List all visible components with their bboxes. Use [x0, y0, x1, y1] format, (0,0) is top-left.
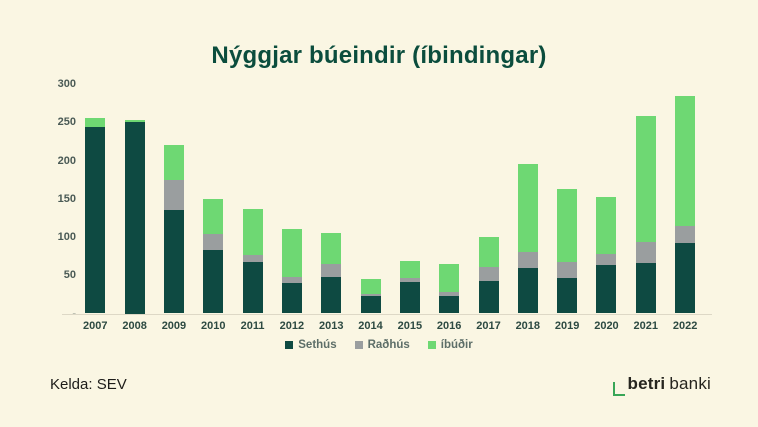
x-axis-label: 2022: [672, 319, 698, 332]
x-axis-label: 2009: [161, 319, 187, 332]
bar-segment-íbúðir: [439, 263, 460, 293]
bar-segment-raðhús: [635, 242, 656, 263]
bar-segment-íbúðir: [478, 237, 499, 267]
x-axis-label: 2018: [515, 319, 541, 332]
bar-segment-sethús: [635, 263, 656, 314]
bar-segment-íbúðir: [321, 233, 342, 264]
bar-segment-íbúðir: [281, 229, 302, 277]
legend-swatch-icon: [427, 341, 436, 349]
bar-segment-íbúðir: [163, 145, 184, 181]
legend: Sethús Raðhús íbúðir: [0, 339, 758, 351]
x-axis-label: 2020: [594, 319, 619, 332]
bar-segment-íbúðir: [399, 261, 420, 279]
bar-segment-íbúðir: [85, 117, 106, 127]
x-axis-label: 2014: [358, 319, 383, 332]
legend-item-íbúðir: íbúðir: [427, 339, 473, 351]
x-axis-label: 2013: [318, 319, 344, 332]
y-axis-tick: 50: [63, 269, 76, 282]
bar-segment-raðhús: [596, 253, 617, 265]
bar-segment-sethús: [163, 210, 184, 314]
legend-item-raðhús: Raðhús: [354, 339, 410, 351]
x-axis-label: 2017: [476, 319, 501, 332]
bar-segment-sethús: [596, 264, 617, 314]
bar-segment-sethús: [321, 276, 342, 314]
bar-segment-sethús: [85, 126, 106, 314]
bar-segment-íbúðir: [242, 209, 263, 255]
bar-segment-raðhús: [675, 225, 696, 244]
y-axis-tick: 200: [57, 154, 76, 167]
bar-segment-sethús: [517, 268, 538, 314]
legend-label: Raðhús: [367, 339, 410, 351]
bar-segment-raðhús: [439, 292, 460, 296]
bar-segment-íbúðir: [635, 116, 656, 243]
bar-segment-sethús: [360, 295, 381, 314]
bar-segment-raðhús: [163, 180, 184, 211]
bar-segment-raðhús: [203, 233, 224, 250]
bar-segment-raðhús: [281, 276, 302, 283]
legend-label: Sethús: [298, 339, 337, 351]
y-axis-tick: 300: [57, 78, 76, 90]
x-axis-label: 2011: [240, 319, 265, 332]
bar-segment-raðhús: [557, 262, 578, 278]
x-axis-label: 2021: [633, 319, 658, 332]
bar-segment-sethús: [478, 280, 499, 314]
bar-segment-sethús: [557, 277, 578, 314]
logo-corner-bracket-icon: [612, 382, 625, 396]
x-axis-line: [62, 313, 712, 315]
x-axis-label: 2012: [279, 319, 305, 332]
bar-segment-raðhús: [399, 278, 420, 283]
x-axis-label: 2019: [554, 319, 580, 332]
bar-segment-sethús: [242, 262, 263, 314]
logo-text-bold: betri: [627, 374, 666, 393]
bar-segment-raðhús: [242, 254, 263, 263]
bar-segment-raðhús: [360, 293, 381, 296]
chart-title: Nýggjar búeindir (íbindingar): [211, 42, 547, 69]
logo-text-regular: banki: [669, 374, 711, 393]
bar-segment-sethús: [399, 282, 420, 314]
bar-segment-raðhús: [478, 266, 499, 281]
legend-swatch-icon: [354, 341, 363, 349]
y-axis-tick: 250: [57, 116, 76, 129]
bar-segment-sethús: [439, 295, 460, 314]
bar-segment-raðhús: [321, 263, 342, 277]
bar-segment-íbúðir: [124, 119, 145, 123]
bar-segment-íbúðir: [517, 164, 538, 253]
bar-segment-íbúðir: [203, 198, 224, 234]
x-axis-label: 2010: [201, 319, 226, 332]
y-axis-tick: 150: [57, 192, 76, 205]
bar-segment-sethús: [675, 243, 696, 314]
x-axis-label: 2015: [397, 319, 423, 332]
bar-segment-sethús: [203, 250, 224, 314]
legend-item-sethús: Sethús: [285, 339, 337, 351]
legend-label: íbúðir: [440, 339, 473, 351]
bar-segment-íbúðir: [557, 188, 578, 263]
x-axis-label: 2007: [83, 319, 108, 332]
bar-segment-sethús: [124, 122, 145, 314]
betri-banki-logo: betri banki: [612, 374, 711, 396]
x-axis-label: 2008: [122, 319, 147, 332]
bar-segment-íbúðir: [596, 197, 617, 254]
bar-segment-íbúðir: [675, 96, 696, 226]
bar-segment-íbúðir: [360, 279, 381, 294]
x-axis-label: 2016: [436, 319, 462, 332]
legend-swatch-icon: [285, 341, 294, 349]
y-axis-tick: 100: [57, 231, 76, 243]
bar-segment-raðhús: [517, 252, 538, 269]
bar-segment-sethús: [281, 282, 302, 314]
source-note: Kelda: SEV: [50, 376, 127, 393]
